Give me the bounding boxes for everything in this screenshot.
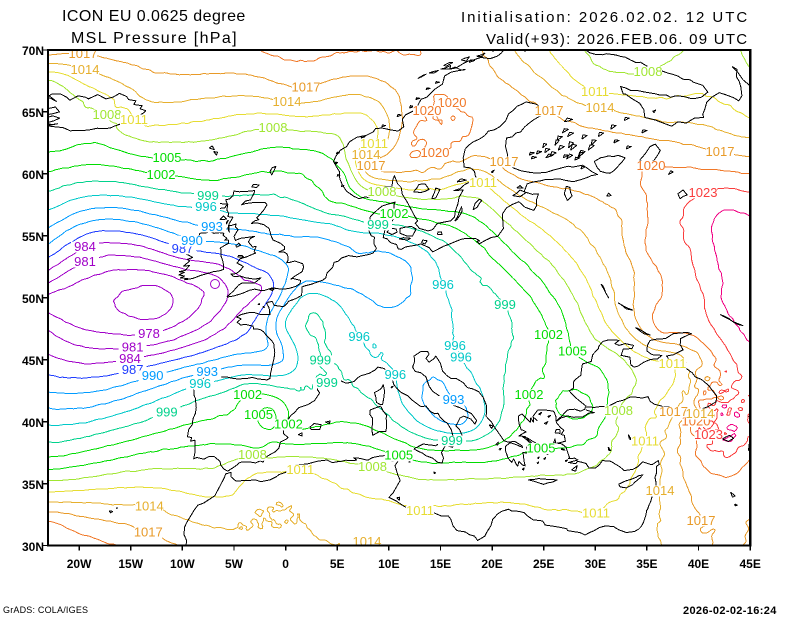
svg-text:1008: 1008 (358, 459, 387, 474)
svg-text:984: 984 (74, 239, 96, 254)
svg-text:1005: 1005 (384, 448, 413, 463)
svg-text:1017: 1017 (687, 513, 716, 528)
svg-text:1008: 1008 (238, 447, 267, 462)
svg-text:996: 996 (189, 376, 211, 391)
svg-text:1008: 1008 (259, 120, 288, 135)
svg-text:1017: 1017 (706, 144, 735, 159)
svg-text:1020: 1020 (413, 103, 442, 118)
svg-text:1020: 1020 (438, 95, 467, 110)
svg-text:1011: 1011 (469, 175, 497, 190)
svg-text:1017: 1017 (490, 154, 519, 169)
svg-text:984: 984 (119, 351, 141, 366)
svg-text:999: 999 (494, 297, 516, 312)
svg-text:999: 999 (316, 375, 338, 390)
svg-text:1023: 1023 (689, 185, 718, 200)
svg-text:1014: 1014 (352, 147, 381, 162)
svg-text:999: 999 (309, 353, 331, 368)
svg-text:1002: 1002 (534, 327, 563, 342)
svg-text:1017: 1017 (357, 158, 386, 173)
svg-text:1002: 1002 (233, 387, 262, 402)
svg-text:1014: 1014 (353, 534, 382, 549)
svg-text:1014: 1014 (71, 62, 100, 77)
svg-text:990: 990 (142, 368, 164, 383)
svg-text:1017: 1017 (659, 404, 688, 419)
svg-text:1002: 1002 (274, 417, 303, 432)
svg-text:987: 987 (122, 362, 144, 377)
svg-text:1014: 1014 (646, 483, 675, 498)
svg-text:1008: 1008 (93, 107, 122, 122)
svg-text:1005: 1005 (527, 440, 556, 455)
svg-text:996: 996 (348, 329, 370, 344)
svg-text:993: 993 (196, 364, 218, 379)
svg-text:978: 978 (138, 326, 160, 341)
svg-text:1002: 1002 (515, 387, 544, 402)
svg-text:999: 999 (367, 217, 389, 232)
svg-text:1005: 1005 (153, 150, 182, 165)
svg-text:1002: 1002 (380, 206, 409, 221)
svg-text:1020: 1020 (421, 145, 450, 160)
svg-text:999: 999 (197, 188, 219, 203)
svg-text:1023: 1023 (694, 427, 723, 442)
svg-text:1017: 1017 (535, 103, 564, 118)
svg-text:1014: 1014 (135, 498, 164, 513)
svg-text:1011: 1011 (659, 356, 687, 371)
svg-text:1017: 1017 (134, 525, 163, 540)
svg-text:1011: 1011 (120, 112, 148, 127)
svg-text:1005: 1005 (244, 407, 273, 422)
svg-text:1014: 1014 (273, 94, 302, 109)
svg-text:1008: 1008 (604, 403, 633, 418)
svg-text:1011: 1011 (582, 505, 610, 520)
svg-text:1017: 1017 (292, 79, 321, 94)
svg-text:999: 999 (441, 433, 463, 448)
svg-text:990: 990 (181, 233, 203, 248)
svg-text:1017: 1017 (69, 46, 98, 61)
svg-text:981: 981 (122, 339, 144, 354)
svg-text:1020: 1020 (637, 158, 666, 173)
svg-text:996: 996 (450, 349, 472, 364)
svg-text:1014: 1014 (686, 406, 715, 421)
svg-text:1011: 1011 (360, 136, 388, 151)
svg-text:1011: 1011 (581, 84, 609, 99)
svg-text:1002: 1002 (147, 167, 176, 182)
svg-text:993: 993 (443, 392, 465, 407)
svg-text:996: 996 (432, 277, 454, 292)
svg-text:1008: 1008 (368, 184, 397, 199)
svg-text:996: 996 (444, 338, 466, 353)
svg-text:1005: 1005 (558, 343, 587, 358)
svg-text:1014: 1014 (586, 100, 615, 115)
svg-text:993: 993 (201, 219, 223, 234)
svg-text:1011: 1011 (286, 462, 314, 477)
svg-text:1011: 1011 (631, 433, 659, 448)
svg-text:996: 996 (384, 367, 406, 382)
svg-text:1011: 1011 (406, 503, 434, 518)
svg-text:1008: 1008 (634, 64, 663, 79)
svg-text:981: 981 (74, 254, 96, 269)
svg-text:999: 999 (156, 404, 178, 419)
svg-text:996: 996 (195, 199, 217, 214)
